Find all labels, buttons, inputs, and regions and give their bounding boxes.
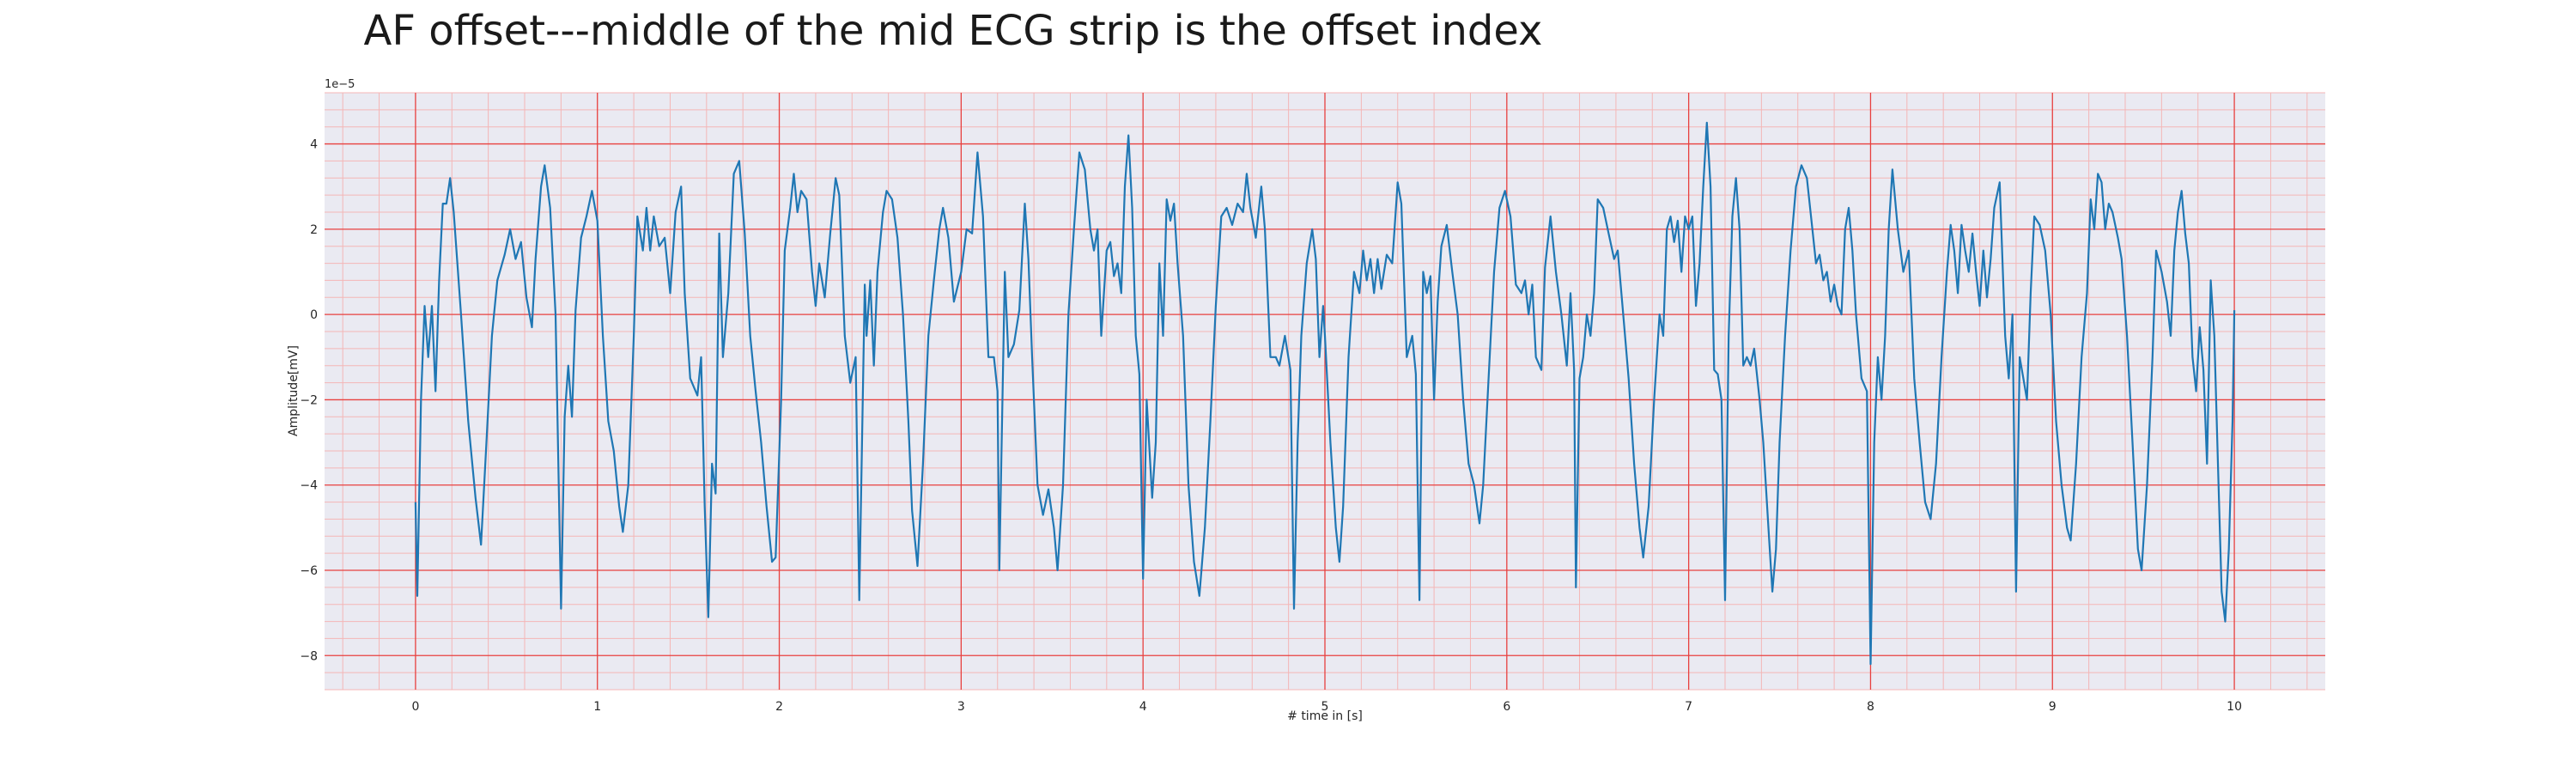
x-tick-label: 5 xyxy=(1321,700,1329,714)
x-axis-label: # time in [s] xyxy=(1287,709,1363,723)
y-axis-label: Amplitude[mV] xyxy=(287,345,301,436)
y-tick-label: 2 xyxy=(310,223,318,237)
x-tick-labels: 0 1 2 3 4 5 6 7 8 9 10 xyxy=(411,700,2242,714)
y-tick-label: −8 xyxy=(300,649,318,663)
y-tick-labels: −8 −6 −4 −2 0 2 4 xyxy=(300,138,318,664)
x-tick-label: 10 xyxy=(2227,700,2242,714)
x-tick-label: 8 xyxy=(1867,700,1874,714)
y-tick-label: −2 xyxy=(300,393,318,407)
y-tick-label: −4 xyxy=(300,479,318,493)
chart-title: AF offset---middle of the mid ECG strip … xyxy=(364,7,1543,55)
x-tick-label: 1 xyxy=(593,700,601,714)
x-tick-label: 2 xyxy=(775,700,783,714)
major-grid xyxy=(325,93,2325,690)
x-tick-label: 3 xyxy=(957,700,965,714)
x-tick-label: 7 xyxy=(1685,700,1692,714)
y-multiplier-label: 1e−5 xyxy=(325,78,355,91)
x-tick-label: 0 xyxy=(411,700,419,714)
x-tick-label: 4 xyxy=(1139,700,1147,714)
y-tick-label: 4 xyxy=(310,138,318,152)
y-tick-label: −6 xyxy=(300,564,318,578)
y-tick-label: 0 xyxy=(310,308,318,322)
x-tick-label: 9 xyxy=(2049,700,2057,714)
ecg-line xyxy=(414,121,2236,666)
x-tick-label: 6 xyxy=(1503,700,1510,714)
